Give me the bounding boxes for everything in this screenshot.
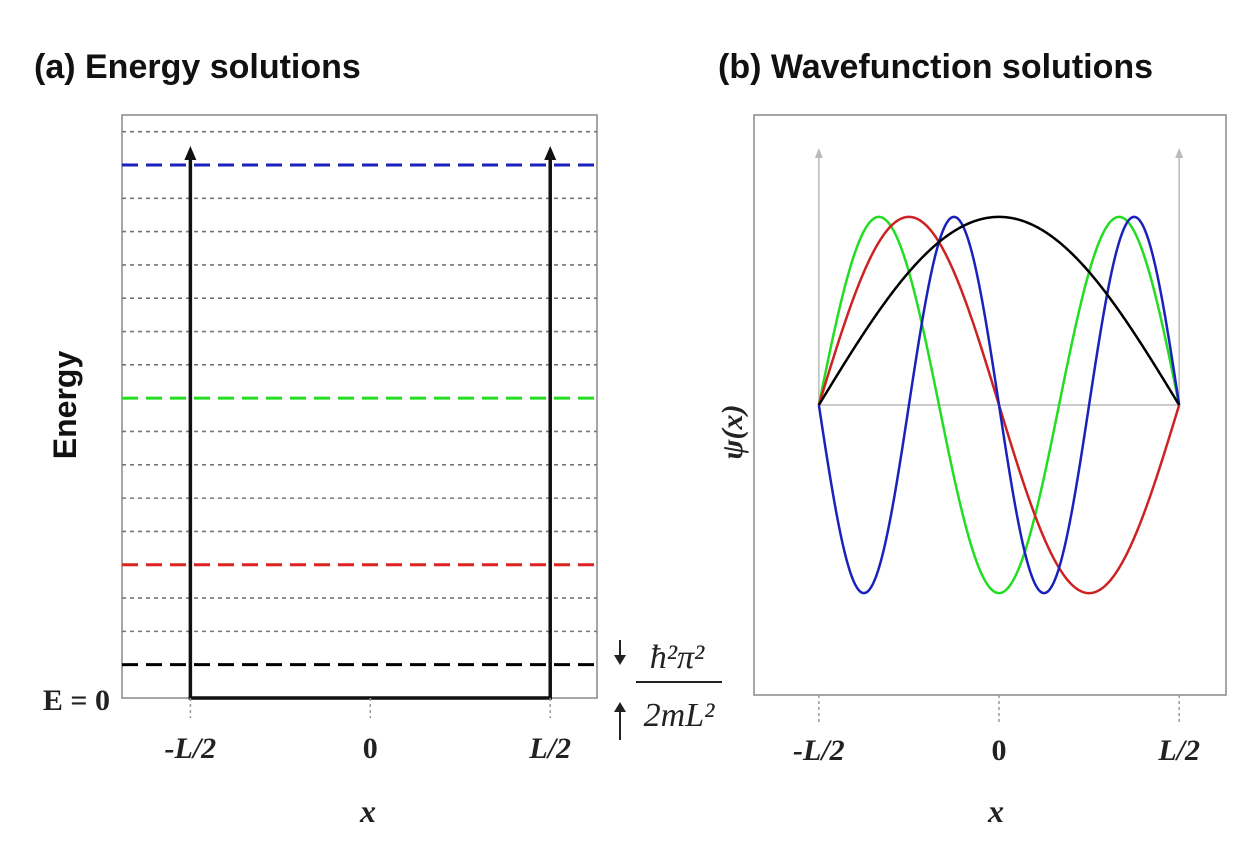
wavefunction-chart-title: (b) Wavefunction solutions bbox=[718, 48, 1154, 86]
energy-x-ticks: -L/2 0 L/2 bbox=[165, 698, 571, 765]
energy-x-tick-label: 0 bbox=[363, 732, 378, 765]
left-wall-arrow-icon bbox=[814, 148, 823, 158]
energy-x-tick-label: -L/2 bbox=[165, 732, 217, 765]
energy-unit-indicator: ħ²π² 2mL² bbox=[614, 639, 722, 740]
energy-chart-title: (a) Energy solutions bbox=[34, 48, 361, 86]
up-arrow-head-icon bbox=[614, 702, 626, 712]
energy-x-axis-label: x bbox=[359, 793, 376, 829]
energy-levels bbox=[122, 163, 597, 667]
wavefunction-x-tick-label: -L/2 bbox=[793, 734, 845, 767]
left-wall-arrow-icon bbox=[184, 146, 197, 160]
energy-grid bbox=[122, 130, 597, 633]
right-wall-arrow-icon bbox=[544, 146, 557, 160]
energy-x-tick-label: L/2 bbox=[528, 732, 571, 765]
down-arrow-head-icon bbox=[614, 655, 626, 665]
wavefunction-chart: -L/2 0 L/2 ψ(x) x bbox=[716, 114, 1227, 829]
wavefunction-curve-n3 bbox=[817, 215, 1181, 595]
wavefunction-curve-n1 bbox=[817, 215, 1181, 406]
wavefunction-curves bbox=[817, 215, 1181, 595]
wavefunction-x-axis-label: x bbox=[987, 793, 1004, 829]
wavefunction-x-tick-label: 0 bbox=[992, 734, 1007, 767]
energy-plot-frame bbox=[121, 114, 598, 699]
energy-unit-numerator: ħ²π² bbox=[650, 639, 705, 676]
energy-chart: -L/2 0 L/2 Energy E = 0 x ħ²π² 2mL² bbox=[43, 114, 722, 829]
wavefunction-x-tick-label: L/2 bbox=[1157, 734, 1200, 767]
wavefunction-x-ticks: -L/2 0 L/2 bbox=[793, 695, 1200, 767]
wavefunction-curve-n4 bbox=[817, 215, 1181, 595]
energy-zero-label: E = 0 bbox=[43, 684, 110, 717]
wavefunction-y-axis-label: ψ(x) bbox=[716, 404, 749, 459]
energy-y-axis-label: Energy bbox=[47, 351, 83, 460]
energy-unit-denominator: 2mL² bbox=[644, 697, 715, 734]
right-wall-arrow-icon bbox=[1175, 148, 1184, 158]
